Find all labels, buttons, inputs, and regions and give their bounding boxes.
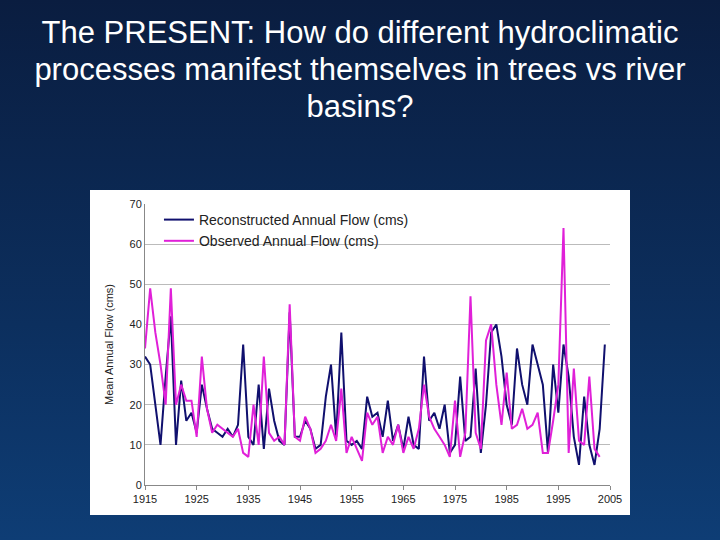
svg-text:40: 40 [130,318,142,330]
svg-text:20: 20 [130,399,142,411]
svg-text:1995: 1995 [546,493,570,505]
svg-text:30: 30 [130,358,142,370]
svg-text:1985: 1985 [494,493,518,505]
svg-text:1935: 1935 [236,493,260,505]
svg-text:2005: 2005 [598,493,622,505]
svg-text:0: 0 [136,479,142,491]
svg-text:1955: 1955 [339,493,363,505]
svg-text:Reconstructed Annual Flow (cms: Reconstructed Annual Flow (cms) [199,212,408,228]
svg-text:1915: 1915 [133,493,157,505]
svg-text:1945: 1945 [288,493,312,505]
svg-text:60: 60 [130,238,142,250]
svg-text:Observed Annual Flow (cms): Observed Annual Flow (cms) [199,233,379,249]
svg-text:1925: 1925 [184,493,208,505]
svg-text:1975: 1975 [443,493,467,505]
svg-text:Mean Annual Flow (cms): Mean Annual Flow (cms) [103,284,115,405]
svg-text:70: 70 [130,198,142,210]
html-text:The PRESENT: How do different: The PRESENT: How do different hydroclima… [34,15,686,124]
svg-text:50: 50 [130,278,142,290]
svg-text:1965: 1965 [391,493,415,505]
svg-text:10: 10 [130,439,142,451]
